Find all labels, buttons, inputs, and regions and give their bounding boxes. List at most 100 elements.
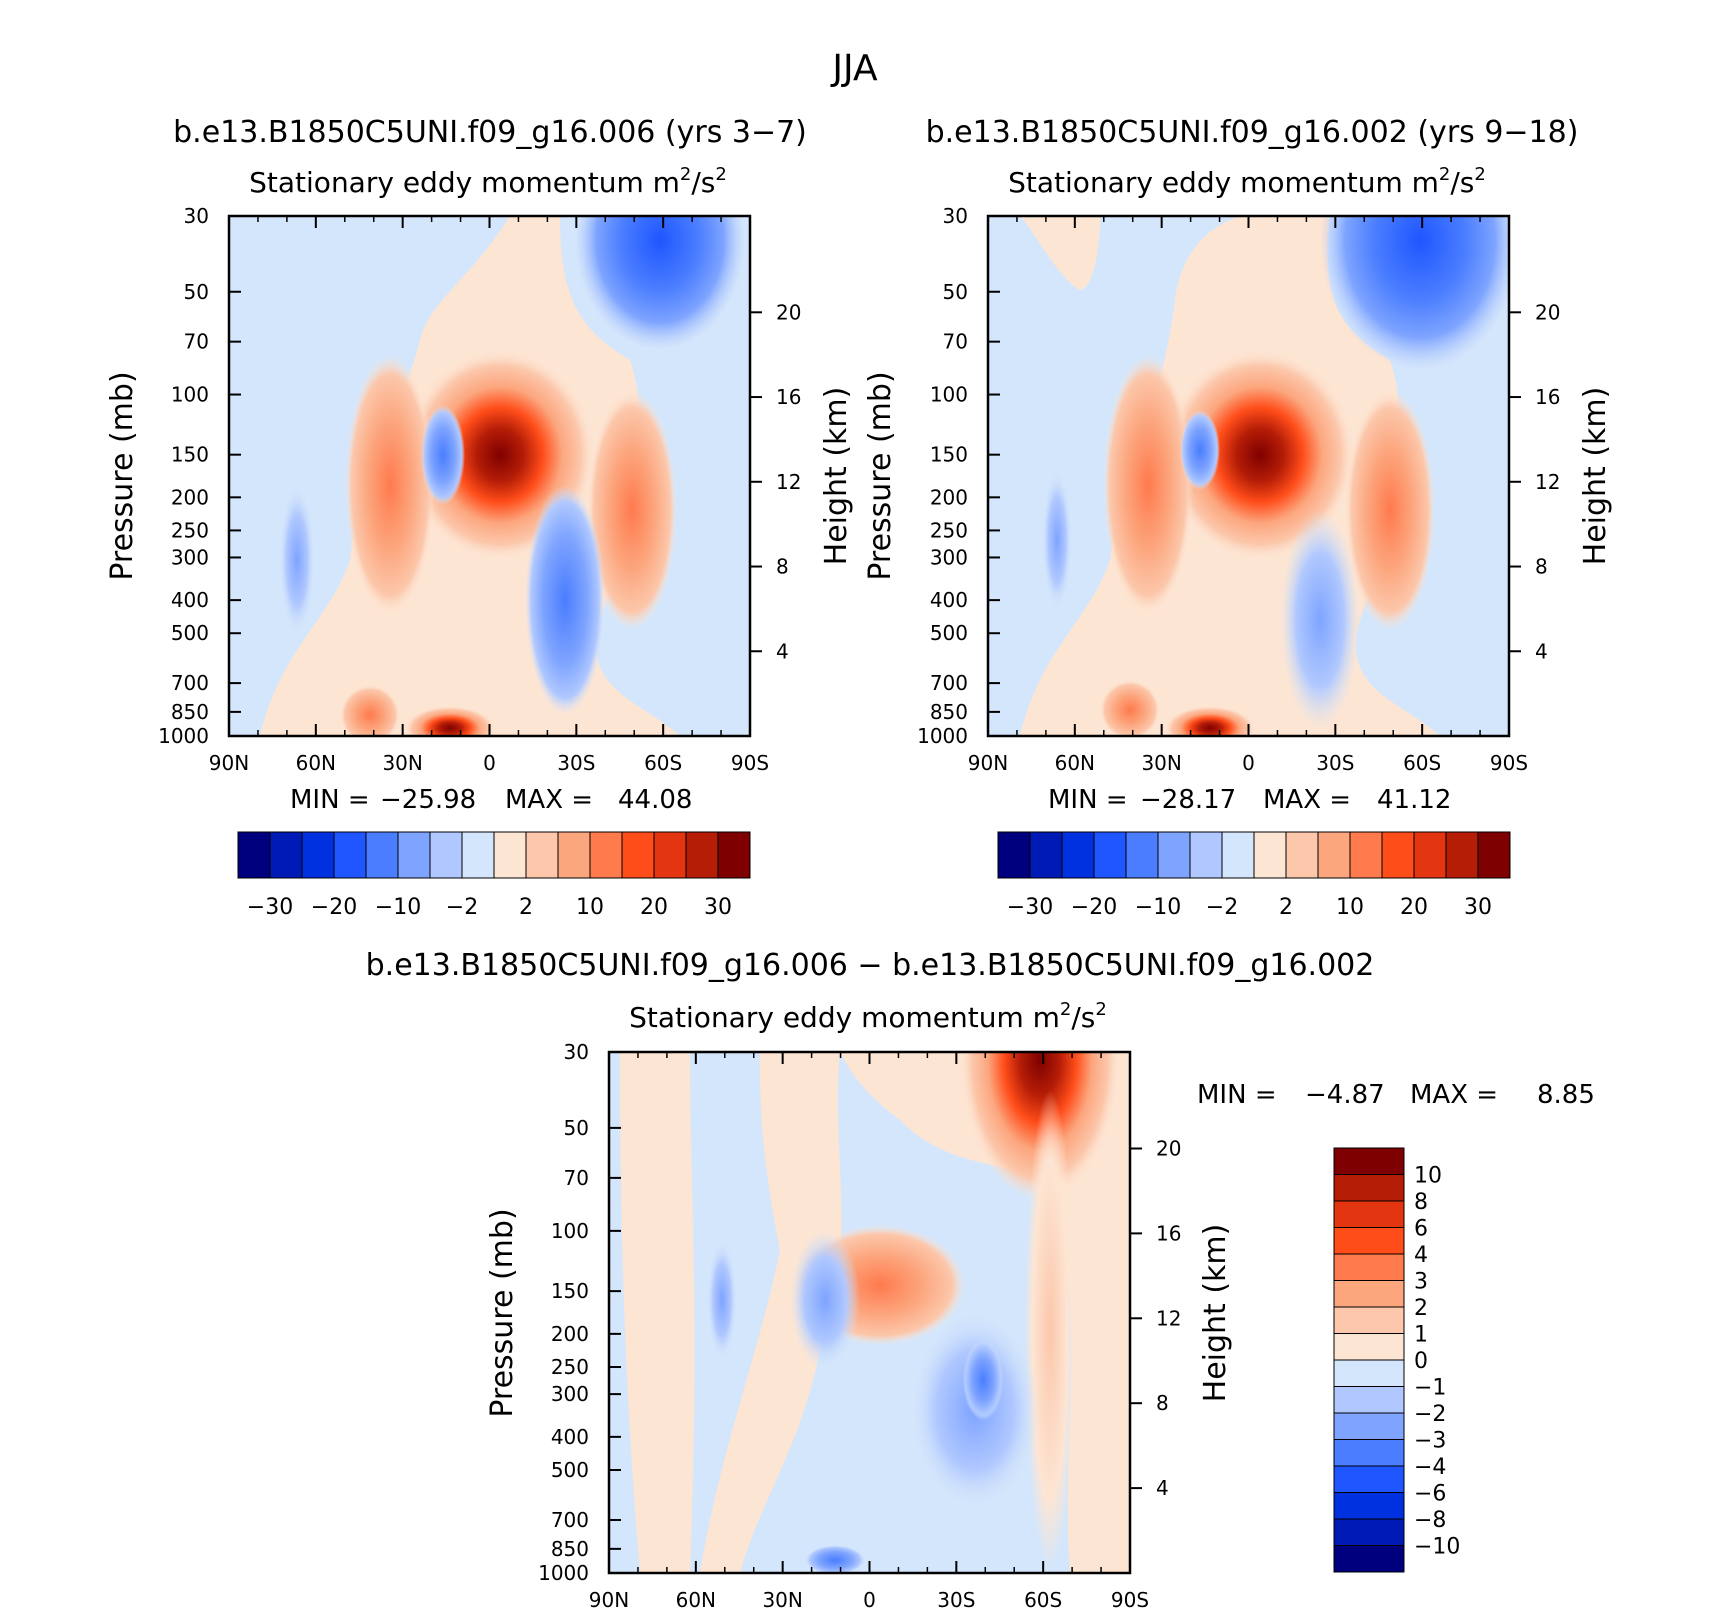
y-tick-label: 150	[171, 443, 209, 467]
colorbar-swatch	[1333, 1174, 1405, 1202]
y-tick-label: 30	[943, 204, 968, 228]
panel-2-subtitle: Stationary eddy momentum m2/s2	[1008, 164, 1486, 199]
panel-1-field	[229, 216, 750, 736]
y2-tick-label: 8	[776, 555, 789, 579]
colorbar-swatch	[1333, 1439, 1405, 1467]
y-tick-label: 300	[551, 1382, 589, 1406]
x-tick-label: 60S	[644, 751, 682, 775]
panel-2-field	[988, 216, 1509, 736]
colorbar-label: 10	[576, 895, 604, 920]
colorbar-swatch	[301, 831, 335, 879]
y-tick-label: 200	[930, 485, 968, 509]
panel-2-y2label: Height (km)	[1578, 387, 1613, 566]
colorbar-swatch	[1333, 1518, 1405, 1546]
panel-1-blue-south	[525, 485, 605, 715]
colorbar-label: −10	[1135, 895, 1181, 920]
colorbar-swatch	[1029, 831, 1063, 879]
panel-1-min-label: MIN =	[290, 785, 370, 815]
panel-2-jet-tropical	[1165, 350, 1355, 560]
y-tick-label: 30	[564, 1040, 589, 1064]
colorbar-swatch	[397, 831, 431, 879]
panel-2-jet-north	[1103, 355, 1193, 615]
panel-1-jet-north	[345, 355, 435, 615]
colorbar-swatch	[1413, 831, 1447, 879]
colorbar-swatch	[1221, 831, 1255, 879]
panel-1-ylabel: Pressure (mb)	[105, 371, 140, 580]
colorbar-swatch	[1333, 1359, 1405, 1387]
y-tick-label: 70	[564, 1166, 589, 1190]
y-tick-label: 850	[551, 1537, 589, 1561]
x-tick-label: 30S	[557, 751, 595, 775]
colorbar-label: −2	[1414, 1402, 1446, 1427]
colorbar-swatch	[461, 831, 495, 879]
colorbar-label: −6	[1414, 1482, 1446, 1507]
colorbar-swatch	[1333, 1492, 1405, 1520]
colorbar-swatch	[1333, 1200, 1405, 1228]
panel-3-blue-core	[963, 1340, 1003, 1420]
colorbar-label: 30	[1464, 895, 1492, 920]
y2-tick-label: 20	[776, 300, 801, 324]
x-tick-label: 90S	[1490, 751, 1528, 775]
panel-3-blue-west	[707, 1240, 737, 1360]
panel-2: b.e13.B1850C5UNI.f09_g16.002 (yrs 9−18) …	[863, 115, 1613, 920]
colorbar-label: −2	[446, 895, 478, 920]
y2-tick-label: 8	[1535, 555, 1548, 579]
colorbar-label: −20	[1071, 895, 1117, 920]
y-tick-label: 300	[930, 545, 968, 569]
y-tick-label: 200	[551, 1322, 589, 1346]
panel-3-title: b.e13.B1850C5UNI.f09_g16.006 − b.e13.B18…	[366, 948, 1375, 983]
panel-3-max-value: 8.85	[1537, 1080, 1595, 1110]
colorbar-label: 8	[1414, 1190, 1428, 1215]
colorbar-label: 20	[640, 895, 668, 920]
panel-1-subtitle: Stationary eddy momentum m2/s2	[249, 164, 727, 199]
panel-1-jet-south	[587, 390, 677, 630]
x-tick-label: 30S	[937, 1588, 975, 1612]
x-tick-label: 30N	[1141, 751, 1181, 775]
colorbar-swatch	[557, 831, 591, 879]
colorbar-swatch	[1061, 831, 1095, 879]
colorbar-swatch	[1333, 1227, 1405, 1255]
y2-tick-label: 20	[1535, 300, 1560, 324]
colorbar-swatch	[1157, 831, 1191, 879]
colorbar-swatch	[1333, 1306, 1405, 1334]
colorbar-label: 2	[1414, 1296, 1428, 1321]
colorbar-label: −30	[1007, 895, 1053, 920]
colorbar-swatch	[493, 831, 527, 879]
y2-tick-label: 4	[776, 639, 789, 663]
colorbar-swatch	[1445, 831, 1479, 879]
colorbar-label: −3	[1414, 1429, 1446, 1454]
colorbar-label: 0	[1414, 1349, 1428, 1374]
colorbar-swatch	[1333, 1333, 1405, 1361]
colorbar-swatch	[1253, 831, 1287, 879]
y-tick-label: 500	[171, 621, 209, 645]
panel-1-colorbar: −30 −20 −10 −2 2 10 20 30	[237, 831, 751, 920]
y-tick-label: 150	[551, 1279, 589, 1303]
y-tick-label: 1000	[917, 724, 968, 748]
colorbar-label: 10	[1414, 1164, 1442, 1189]
colorbar-swatch	[1333, 1280, 1405, 1308]
colorbar-swatch	[717, 831, 751, 879]
y-tick-label: 100	[930, 383, 968, 407]
panel-2-min-value: −28.17	[1140, 785, 1236, 815]
panel-3-positive-mid	[700, 1052, 842, 1573]
y2-tick-label: 12	[1535, 470, 1560, 494]
panel-2-colorbar: −30 −20 −10 −2 2 10 20 30	[997, 831, 1511, 920]
colorbar-label: 2	[519, 895, 533, 920]
y-tick-label: 100	[551, 1219, 589, 1243]
y2-tick-label: 12	[1156, 1306, 1181, 1330]
y2-tick-label: 16	[1535, 385, 1560, 409]
colorbar-swatch	[1189, 831, 1223, 879]
panel-1-min-value: −25.98	[380, 785, 476, 815]
panel-1-surface-peach	[340, 685, 400, 736]
panel-2-axes: 90N 60N 30N 0 30S 60S 90S 30 50 70 100 150 200 250 300…	[917, 204, 1560, 775]
y-tick-label: 700	[171, 671, 209, 695]
y-tick-label: 50	[184, 280, 209, 304]
panel-2-positive-nw	[1020, 216, 1100, 290]
panel-2-min-label: MIN =	[1048, 785, 1128, 815]
y-tick-label: 250	[171, 518, 209, 542]
y2-tick-label: 8	[1156, 1391, 1169, 1415]
x-tick-label: 30N	[762, 1588, 802, 1612]
colorbar-label: 20	[1400, 895, 1428, 920]
colorbar-swatch	[429, 831, 463, 879]
panel-2-surface-peach	[1100, 680, 1160, 736]
